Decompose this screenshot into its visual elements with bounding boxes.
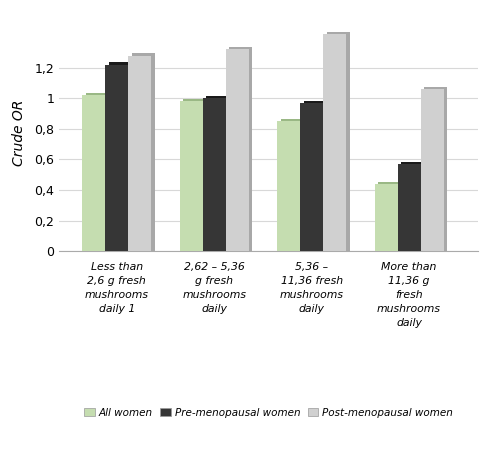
Bar [82,95,105,251]
Bar [132,53,155,251]
Bar [300,103,323,251]
Bar [424,87,447,251]
Bar [401,162,424,251]
Legend: All women, Pre-menopausal women, Post-menopausal women: All women, Pre-menopausal women, Post-me… [80,403,458,422]
Bar [128,55,151,251]
Bar [378,182,401,251]
Bar [109,63,132,251]
Y-axis label: Crude OR: Crude OR [12,100,26,166]
Bar [229,47,252,251]
Bar [421,89,444,251]
Bar [323,34,346,251]
Bar [281,119,304,251]
Bar [86,93,109,251]
Bar [179,101,203,251]
Bar [206,96,229,251]
Bar [105,64,128,251]
Bar [277,121,300,251]
Bar [327,32,350,251]
Bar [304,100,327,251]
Bar [226,49,249,251]
Bar [397,164,421,251]
Bar [375,184,397,251]
Bar [183,99,206,251]
Bar [203,98,226,251]
